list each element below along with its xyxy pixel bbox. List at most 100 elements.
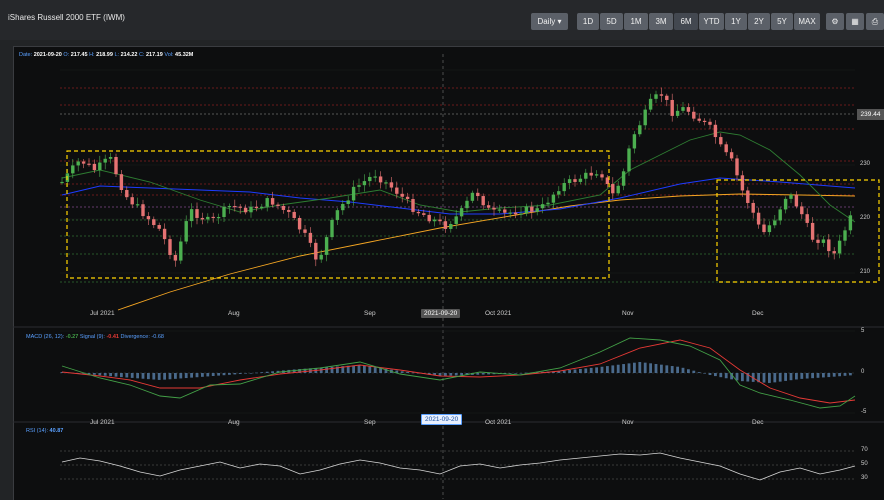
candle-body (513, 212, 518, 215)
candle-body (724, 144, 728, 153)
candle-body (524, 206, 529, 214)
candle-body (270, 198, 275, 205)
rsi-tick-50: 50 (861, 461, 868, 467)
macd-histogram-bar (217, 373, 220, 376)
candle-body (71, 165, 75, 174)
macd-histogram-bar (147, 373, 150, 380)
macd-histogram-bar (157, 373, 161, 380)
macd-histogram-bar (595, 367, 598, 373)
candle-body (648, 98, 653, 110)
candle-body (330, 219, 334, 238)
macd-histogram-bar (568, 370, 571, 373)
calculator-icon[interactable]: ▦ (846, 13, 864, 30)
range-5d-button[interactable]: 5D (600, 13, 623, 30)
candle-body (746, 190, 750, 203)
candle-body (519, 213, 523, 215)
candle-body (665, 95, 669, 100)
macd-tick-neg5: -5 (861, 409, 867, 415)
candle-body (594, 174, 599, 176)
range-1y-button[interactable]: 1Y (725, 13, 747, 30)
candle-body (287, 209, 291, 212)
candlestick-series (60, 87, 853, 267)
candle-body (243, 207, 248, 213)
candle-body (540, 204, 545, 209)
candle-body (341, 203, 345, 211)
candle-body (76, 161, 80, 166)
macd-histogram-bar (292, 369, 296, 373)
candle-body (794, 194, 799, 207)
candle-body (362, 181, 367, 186)
rsi-line (61, 452, 856, 481)
macd-histogram-bar (849, 373, 852, 376)
macd-histogram-bar (638, 362, 642, 373)
candle-body (346, 200, 350, 204)
macd-histogram-bar (692, 370, 696, 373)
range-3m-button[interactable]: 3M (649, 13, 673, 30)
settings-icon[interactable]: ⚙ (826, 13, 844, 30)
ma-green-line (61, 131, 856, 223)
candle-body (675, 110, 680, 116)
candle-body (405, 196, 410, 200)
macd-histogram-bar (838, 373, 841, 377)
candle-body (130, 197, 134, 205)
candle-body (616, 185, 620, 194)
macd-signal-line (61, 339, 856, 404)
range-1d-button[interactable]: 1D (577, 13, 599, 30)
macd-histogram-bar (352, 365, 355, 373)
candle-body (767, 225, 772, 233)
candle-body (843, 230, 847, 241)
candle-body (427, 214, 431, 222)
macd-histogram-bar (622, 364, 625, 373)
candle-body (254, 206, 259, 209)
macd-histogram-bar (773, 373, 777, 383)
candle-body (729, 152, 734, 159)
range-max-button[interactable]: MAX (794, 13, 820, 30)
macd-histogram-bar (606, 366, 609, 373)
macd-histogram-bar (611, 365, 615, 373)
range-6m-button[interactable]: 6M (674, 13, 698, 30)
macd-histogram-bar (746, 373, 750, 382)
candle-body (821, 239, 826, 243)
macd-histogram-bar (730, 373, 733, 380)
candle-body (324, 237, 329, 255)
crosshair-date-label-2: 2021-09-20 (421, 414, 463, 425)
macd-histogram-bar (125, 373, 129, 378)
candle-body (222, 206, 226, 218)
candle-body (837, 240, 842, 254)
candle-body (805, 214, 809, 223)
candle-body (713, 124, 718, 138)
candle-body (621, 171, 626, 186)
candle-body (654, 94, 658, 99)
range-5y-button[interactable]: 5Y (771, 13, 793, 30)
macd-histogram-bar (336, 366, 339, 373)
macd-histogram-bar (206, 373, 210, 377)
candle-body (368, 176, 372, 182)
candle-body (643, 109, 647, 126)
macd-histogram-bar (643, 362, 647, 373)
candle-body (60, 181, 64, 184)
print-icon[interactable]: ⎙ (866, 13, 884, 30)
rsi-header: RSI (14): 40.87 (26, 428, 64, 434)
macd-histogram-bar (82, 373, 85, 374)
macd-histogram-bar (535, 372, 539, 373)
candle-body (81, 161, 86, 164)
candle-body (438, 219, 442, 222)
candle-body (400, 193, 404, 197)
macd-histogram-bar (714, 373, 717, 377)
candle-body (281, 205, 286, 210)
macd-histogram-bar (492, 373, 496, 375)
macd-histogram-bar (525, 372, 528, 374)
macd-histogram-bar (120, 373, 123, 378)
macd-histogram-bar (724, 373, 728, 379)
macd-histogram-bar (703, 373, 706, 374)
candle-body (135, 204, 140, 206)
macd-histogram-bar (130, 373, 134, 378)
range-ytd-button[interactable]: YTD (699, 13, 724, 30)
macd-histogram-bar (330, 366, 334, 373)
range-1m-button[interactable]: 1M (624, 13, 648, 30)
interval-dropdown[interactable]: Daily ▾ (531, 13, 568, 30)
range-2y-button[interactable]: 2Y (748, 13, 770, 30)
macd-histogram-bar (179, 373, 183, 379)
candle-body (335, 210, 340, 220)
